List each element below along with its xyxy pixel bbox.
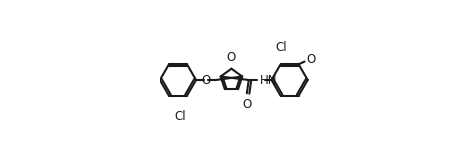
Text: O: O (306, 53, 316, 66)
Text: Cl: Cl (174, 110, 185, 123)
Text: O: O (242, 98, 251, 111)
Text: O: O (226, 51, 236, 64)
Text: O: O (201, 73, 210, 87)
Text: HN: HN (259, 73, 277, 87)
Text: Cl: Cl (275, 41, 287, 54)
